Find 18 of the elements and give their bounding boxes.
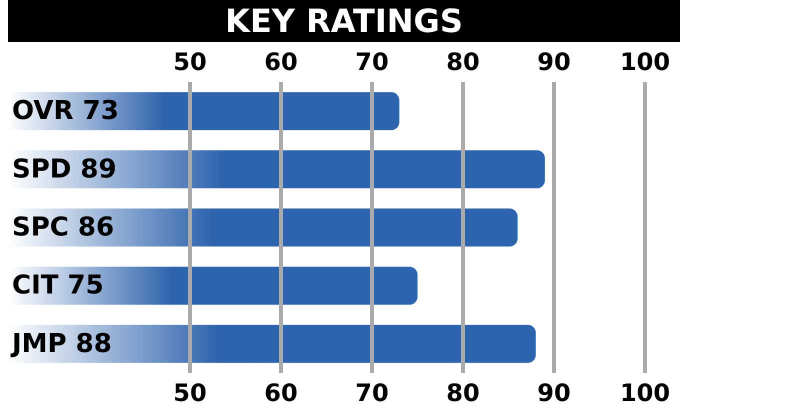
y-tick-label: OVR 73 [12, 96, 119, 126]
chart-title: KEY RATINGS [8, 0, 680, 42]
x-tick-label: 60 [264, 379, 298, 407]
x2-tick-label: 50 [173, 48, 207, 76]
x2-tick-label: 100 [620, 48, 670, 76]
x-tick-label: 100 [620, 379, 670, 407]
x2-tick-label: 60 [264, 48, 298, 76]
x-tick-label: 70 [355, 379, 389, 407]
x2-tick-label: 70 [355, 48, 389, 76]
x-tick-label: 90 [537, 379, 571, 407]
y-tick-label: JMP 88 [10, 328, 112, 359]
x-tick-label: 50 [173, 379, 207, 407]
x2-tick-label: 80 [446, 48, 480, 76]
y-tick-label: SPD 89 [12, 154, 117, 184]
y-tick-label: CIT 75 [12, 270, 104, 301]
x2-tick-label: 90 [537, 48, 571, 76]
y-tick-label: SPC 86 [12, 212, 114, 242]
x-tick-label: 80 [446, 379, 480, 407]
